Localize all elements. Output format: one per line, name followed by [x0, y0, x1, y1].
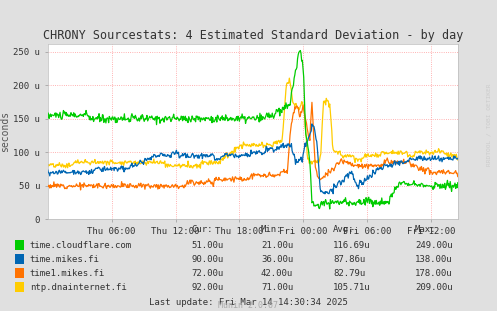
Text: 105.71u: 105.71u [333, 283, 371, 292]
Text: 92.00u: 92.00u [191, 283, 224, 292]
Text: Avg:: Avg: [333, 225, 354, 234]
Text: 116.69u: 116.69u [333, 241, 371, 250]
Text: time1.mikes.fi: time1.mikes.fi [30, 269, 105, 278]
Text: RRDTOOL / TOBI OETIKER: RRDTOOL / TOBI OETIKER [486, 83, 491, 166]
Text: Munin 2.0.67: Munin 2.0.67 [219, 301, 278, 310]
Text: 90.00u: 90.00u [191, 255, 224, 264]
Text: 21.00u: 21.00u [261, 241, 293, 250]
Text: 42.00u: 42.00u [261, 269, 293, 278]
Text: ntp.dnainternet.fi: ntp.dnainternet.fi [30, 283, 127, 292]
Text: 72.00u: 72.00u [191, 269, 224, 278]
Text: Cur:: Cur: [191, 225, 213, 234]
Text: Last update: Fri Mar 14 14:30:34 2025: Last update: Fri Mar 14 14:30:34 2025 [149, 298, 348, 307]
Text: time.mikes.fi: time.mikes.fi [30, 255, 100, 264]
Text: 82.79u: 82.79u [333, 269, 365, 278]
Y-axis label: seconds: seconds [0, 111, 10, 152]
Text: 51.00u: 51.00u [191, 241, 224, 250]
Text: time.cloudflare.com: time.cloudflare.com [30, 241, 132, 250]
Text: Min:: Min: [261, 225, 282, 234]
Text: 36.00u: 36.00u [261, 255, 293, 264]
Text: Max:: Max: [415, 225, 436, 234]
Text: 138.00u: 138.00u [415, 255, 453, 264]
Text: 209.00u: 209.00u [415, 283, 453, 292]
Text: 71.00u: 71.00u [261, 283, 293, 292]
Title: CHRONY Sourcestats: 4 Estimated Standard Deviation - by day: CHRONY Sourcestats: 4 Estimated Standard… [43, 29, 463, 42]
Text: 178.00u: 178.00u [415, 269, 453, 278]
Text: 87.86u: 87.86u [333, 255, 365, 264]
Text: 249.00u: 249.00u [415, 241, 453, 250]
